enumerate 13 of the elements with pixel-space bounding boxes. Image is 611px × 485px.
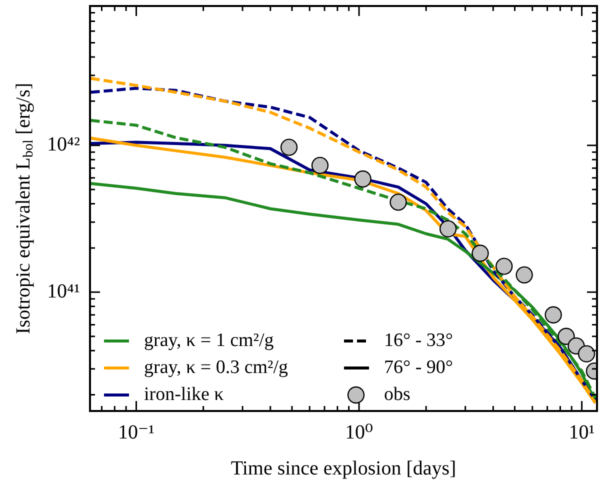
x-axis-title: Time since explosion [days] [230, 457, 456, 480]
legend-label: gray, κ = 0.3 cm²/g [144, 356, 289, 378]
x-tick-label: 10⁰ [345, 421, 374, 444]
x-tick-label: 10⁻¹ [118, 421, 155, 444]
y-axis-title: Isotropic equivalent Lbol [erg/s] [12, 82, 37, 334]
annotation: 16° - 33° [384, 330, 454, 351]
y-tick-label: 10⁴² [47, 134, 80, 156]
legend-label: obs [384, 384, 410, 405]
legend-label: iron-like κ [144, 384, 224, 405]
y-tick-label: 10⁴¹ [47, 280, 80, 302]
annotation: 76° - 90° [384, 356, 454, 378]
x-tick-label: 10¹ [568, 421, 595, 444]
legend-label: gray, κ = 1 cm²/g [144, 330, 274, 351]
